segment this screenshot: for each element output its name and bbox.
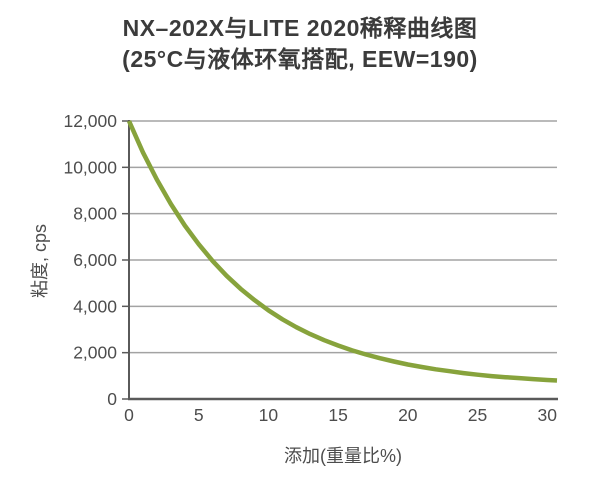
y-tick-label: 10,000 bbox=[63, 157, 117, 177]
x-axis-title: 添加(重量比%) bbox=[284, 446, 402, 466]
y-tick-label: 0 bbox=[107, 389, 117, 409]
x-tick-label: 25 bbox=[468, 405, 487, 425]
viscosity-curve bbox=[126, 120, 558, 383]
x-tick-label: 15 bbox=[328, 405, 347, 425]
x-tick-label: 30 bbox=[538, 405, 558, 425]
x-tick-label: 10 bbox=[259, 405, 279, 425]
y-tick-label: 6,000 bbox=[73, 250, 117, 270]
chart-subtitle: (25°C与液体环氧搭配, EEW=190) bbox=[122, 46, 478, 72]
y-tick-label: 12,000 bbox=[63, 111, 117, 131]
y-tick-label: 4,000 bbox=[73, 296, 117, 316]
x-tick-label: 0 bbox=[124, 405, 134, 425]
x-tick-label: 5 bbox=[194, 405, 204, 425]
y-tick-label: 8,000 bbox=[73, 204, 117, 224]
x-tick-label: 20 bbox=[398, 405, 418, 425]
chart-title: NX–202X与LITE 2020稀释曲线图 bbox=[122, 15, 478, 41]
y-tick-label: 2,000 bbox=[73, 343, 117, 363]
